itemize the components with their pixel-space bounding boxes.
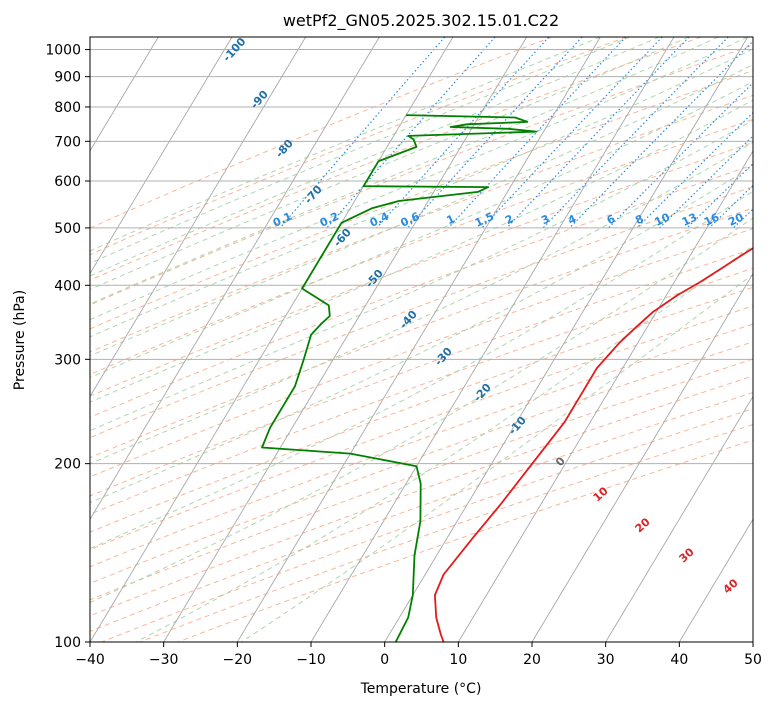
dry-adiabat: [90, 228, 753, 478]
dry-adiabat: [139, 423, 753, 642]
y-tick-label: 800: [54, 100, 81, 116]
mixing-ratio-line: [569, 40, 753, 229]
isotherm: [310, 37, 675, 642]
isotherm: [531, 272, 753, 642]
moist-adiabat: [90, 190, 753, 550]
isotherm: [236, 37, 601, 642]
x-tick-label: −30: [149, 652, 179, 668]
x-tick-label: −20: [223, 652, 253, 668]
mixing-ratio-line: [542, 37, 729, 229]
dry-adiabat: [90, 141, 753, 397]
mixing-ratio-label: 16: [702, 210, 722, 228]
moist-adiabat: [90, 80, 753, 379]
mixing-ratio-label: 20: [726, 210, 746, 228]
y-axis-label: Pressure (hPa): [12, 290, 28, 390]
isotherm: [90, 37, 454, 642]
x-tick-label: 20: [523, 652, 541, 668]
isotherm: [678, 518, 753, 642]
moist-adiabat: [90, 37, 601, 252]
x-tick-label: 40: [670, 652, 688, 668]
moist-adiabat: [90, 165, 753, 504]
dry-adiabat: [90, 305, 753, 551]
dry-adiabat: [90, 37, 552, 229]
y-tick-label: 1000: [45, 43, 81, 59]
y-tick-label: 700: [54, 134, 81, 150]
moist-adiabat: [90, 37, 719, 305]
dry-adiabat: [90, 94, 753, 353]
moist-adiabat: [90, 99, 753, 403]
plot-area: [90, 37, 753, 642]
mixing-ratio-line: [659, 135, 753, 229]
x-tick-label: −40: [75, 652, 105, 668]
y-tick-label: 900: [54, 70, 81, 86]
y-axis: 100 200 300 400 500 600 700 800 900 1000: [45, 43, 90, 651]
y-tick-label: 600: [54, 174, 81, 190]
dry-adiabat: [90, 70, 753, 330]
x-axis-label: Temperature (°C): [360, 681, 482, 697]
isotherm: [90, 37, 159, 152]
temperature-line: [434, 247, 753, 642]
isotherm: [0, 37, 11, 642]
x-axis: −40 −30 −20 −10 0 10 20 30 40 50: [75, 642, 762, 668]
plot-frame: [89, 36, 754, 643]
isotherm: [605, 395, 753, 642]
moist-adiabat: [90, 37, 748, 321]
dry-adiabat: [90, 391, 753, 632]
x-tick-label: 50: [744, 652, 762, 668]
mixing-ratio-line: [636, 111, 753, 229]
x-tick-label: 10: [449, 652, 467, 668]
y-tick-label: 300: [54, 352, 81, 368]
dry-adiabat: [90, 341, 753, 584]
mixing-ratio-label: 13: [680, 211, 699, 229]
mixing-ratio-line: [326, 37, 496, 229]
mixing-ratio-line: [758, 37, 775, 228]
dry-adiabat: [90, 164, 753, 418]
isotherm: [752, 641, 753, 642]
mixing-ratio-line: [376, 37, 550, 229]
y-tick-label: 200: [54, 457, 81, 473]
moist-adiabat: [90, 48, 753, 338]
chart-title: wetPf2_GN05.2025.302.15.01.C22: [283, 11, 559, 31]
y-tick-label: 400: [54, 278, 81, 294]
isotherm: [90, 37, 380, 521]
mixing-ratio-line: [506, 37, 690, 229]
mixing-ratio-label: 10: [653, 210, 673, 228]
dry-adiabat: [90, 323, 753, 568]
series-layer: [261, 114, 753, 642]
x-tick-label: −10: [296, 652, 326, 668]
isotherm: [90, 37, 233, 275]
isotherm: [457, 150, 753, 642]
background-lines: [0, 37, 775, 642]
isotherm: [384, 37, 749, 642]
mixing-ratio-line: [608, 81, 753, 229]
x-tick-label: 30: [597, 652, 615, 668]
moist-adiabat: [90, 64, 753, 357]
x-tick-label: 0: [380, 652, 389, 668]
dewpoint-line: [261, 114, 538, 642]
y-tick-label: 100: [54, 635, 81, 651]
isotherm: [90, 37, 307, 398]
y-tick-label: 500: [54, 221, 81, 237]
moist-adiabat: [90, 141, 753, 465]
dry-adiabat: [90, 375, 753, 617]
moist-adiabat: [241, 273, 753, 642]
dry-adiabat: [90, 37, 627, 256]
isotherm: [163, 37, 528, 642]
dry-adiabat: [90, 118, 753, 375]
